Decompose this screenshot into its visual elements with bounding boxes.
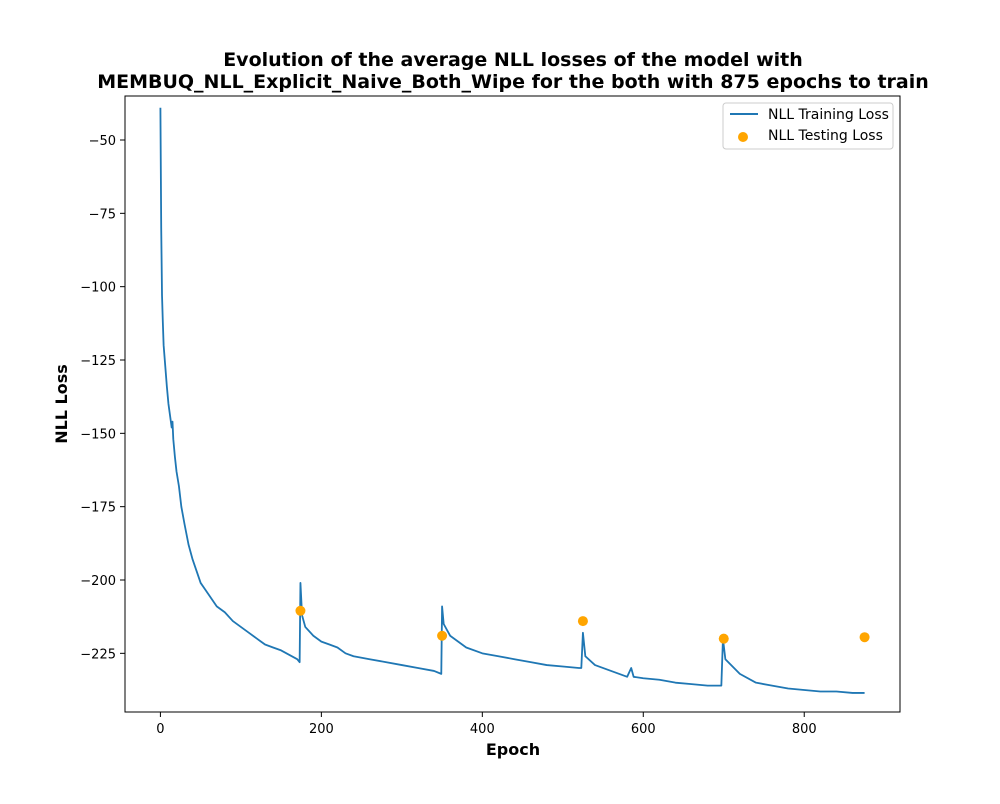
chart-title-line-2: MEMBUQ_NLL_Explicit_Naive_Both_Wipe for …	[97, 71, 929, 93]
chart-title-line-1: Evolution of the average NLL losses of t…	[223, 49, 803, 71]
y-tick-label: −100	[80, 281, 116, 296]
x-tick-label: 800	[792, 722, 817, 737]
y-tick-label: −125	[80, 354, 116, 369]
x-tick-label: 600	[631, 722, 656, 737]
testing-loss-point	[859, 632, 870, 643]
series-line-training-loss	[159, 107, 865, 694]
legend-label-training-loss: NLL Training Loss	[768, 107, 889, 123]
axes-frame	[124, 95, 901, 713]
x-tick-label: 0	[156, 722, 164, 737]
legend-label-testing-loss: NLL Testing Loss	[768, 128, 883, 144]
testing-loss-point	[577, 616, 588, 627]
testing-loss-point	[437, 630, 448, 641]
testing-loss-point	[718, 633, 729, 644]
legend: NLL Training Loss NLL Testing Loss	[722, 102, 894, 150]
y-tick-label: −150	[80, 427, 116, 442]
y-tick-label: −50	[89, 134, 116, 149]
y-tick-label: −225	[80, 647, 116, 662]
y-axis-label: NLL Loss	[52, 364, 71, 444]
x-axis-label: Epoch	[486, 740, 540, 759]
legend-swatch-testing-loss	[738, 132, 748, 142]
plot-area	[159, 107, 870, 694]
x-tick-label: 400	[470, 722, 495, 737]
x-tick-label: 200	[309, 722, 334, 737]
testing-loss-point	[295, 605, 306, 616]
y-tick-label: −200	[80, 574, 116, 589]
y-tick-label: −75	[89, 207, 116, 222]
legend-box	[722, 102, 894, 150]
y-tick-label: −175	[80, 501, 116, 516]
